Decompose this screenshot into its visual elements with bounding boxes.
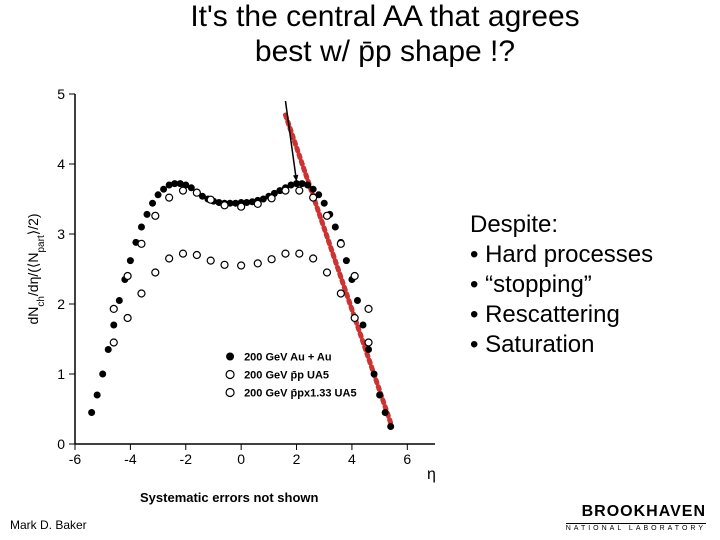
svg-text:200 GeV p̄p UA5: 200 GeV p̄p UA5 xyxy=(244,370,329,382)
svg-text:1: 1 xyxy=(57,366,65,382)
despite-item: • Saturation xyxy=(470,330,653,360)
despite-item: • “stopping” xyxy=(470,270,653,300)
svg-text:-6: -6 xyxy=(69,451,82,467)
svg-text:2: 2 xyxy=(57,296,65,312)
svg-text:-4: -4 xyxy=(124,451,137,467)
svg-text:200 GeV p̄px1.33 UA5: 200 GeV p̄px1.33 UA5 xyxy=(244,388,357,400)
despite-item: • Hard processes xyxy=(470,240,653,270)
title-line1: It's the central AA that agrees xyxy=(190,0,579,33)
lab-logo: BROOKHAVEN NATIONAL LABORATORY xyxy=(566,503,706,532)
svg-text:4: 4 xyxy=(57,156,65,172)
svg-text:200 GeV Au + Au: 200 GeV Au + Au xyxy=(244,352,332,364)
svg-text:3: 3 xyxy=(57,226,65,242)
author: Mark D. Baker xyxy=(10,518,87,532)
svg-text:4: 4 xyxy=(348,451,356,467)
svg-text:5: 5 xyxy=(57,86,65,102)
svg-text:dNch/dη/(⟨Npart⟩/2): dNch/dη/(⟨Npart⟩/2) xyxy=(25,213,47,324)
logo-main: BROOKHAVEN xyxy=(566,503,706,521)
title-line2: best w/ p̄p shape !? xyxy=(255,35,515,68)
despite-item: • Rescattering xyxy=(470,300,653,330)
svg-text:-2: -2 xyxy=(180,451,193,467)
svg-text:2: 2 xyxy=(293,451,301,467)
slide-title: It's the central AA that agrees best w/ … xyxy=(80,0,690,69)
svg-text:η: η xyxy=(427,466,436,483)
chart: -6 -4 -2 0 2 4 6 0 1 2 3 4 5 η dNch/dη/(⟨Npart⟩/2) 200 … xyxy=(20,84,450,489)
chart-container: -6 -4 -2 0 2 4 6 0 1 2 3 4 5 η dNch/dη/(⟨Npart⟩/2) 200 … xyxy=(20,84,450,489)
svg-text:0: 0 xyxy=(237,451,245,467)
logo-sub: NATIONAL LABORATORY xyxy=(566,523,706,532)
systematic-errors-note: Systematic errors not shown xyxy=(140,490,318,505)
svg-text:0: 0 xyxy=(57,436,65,452)
svg-text:6: 6 xyxy=(403,451,411,467)
despite-block: Despite: • Hard processes • “stopping” •… xyxy=(470,210,653,360)
despite-heading: Despite: xyxy=(470,210,653,240)
